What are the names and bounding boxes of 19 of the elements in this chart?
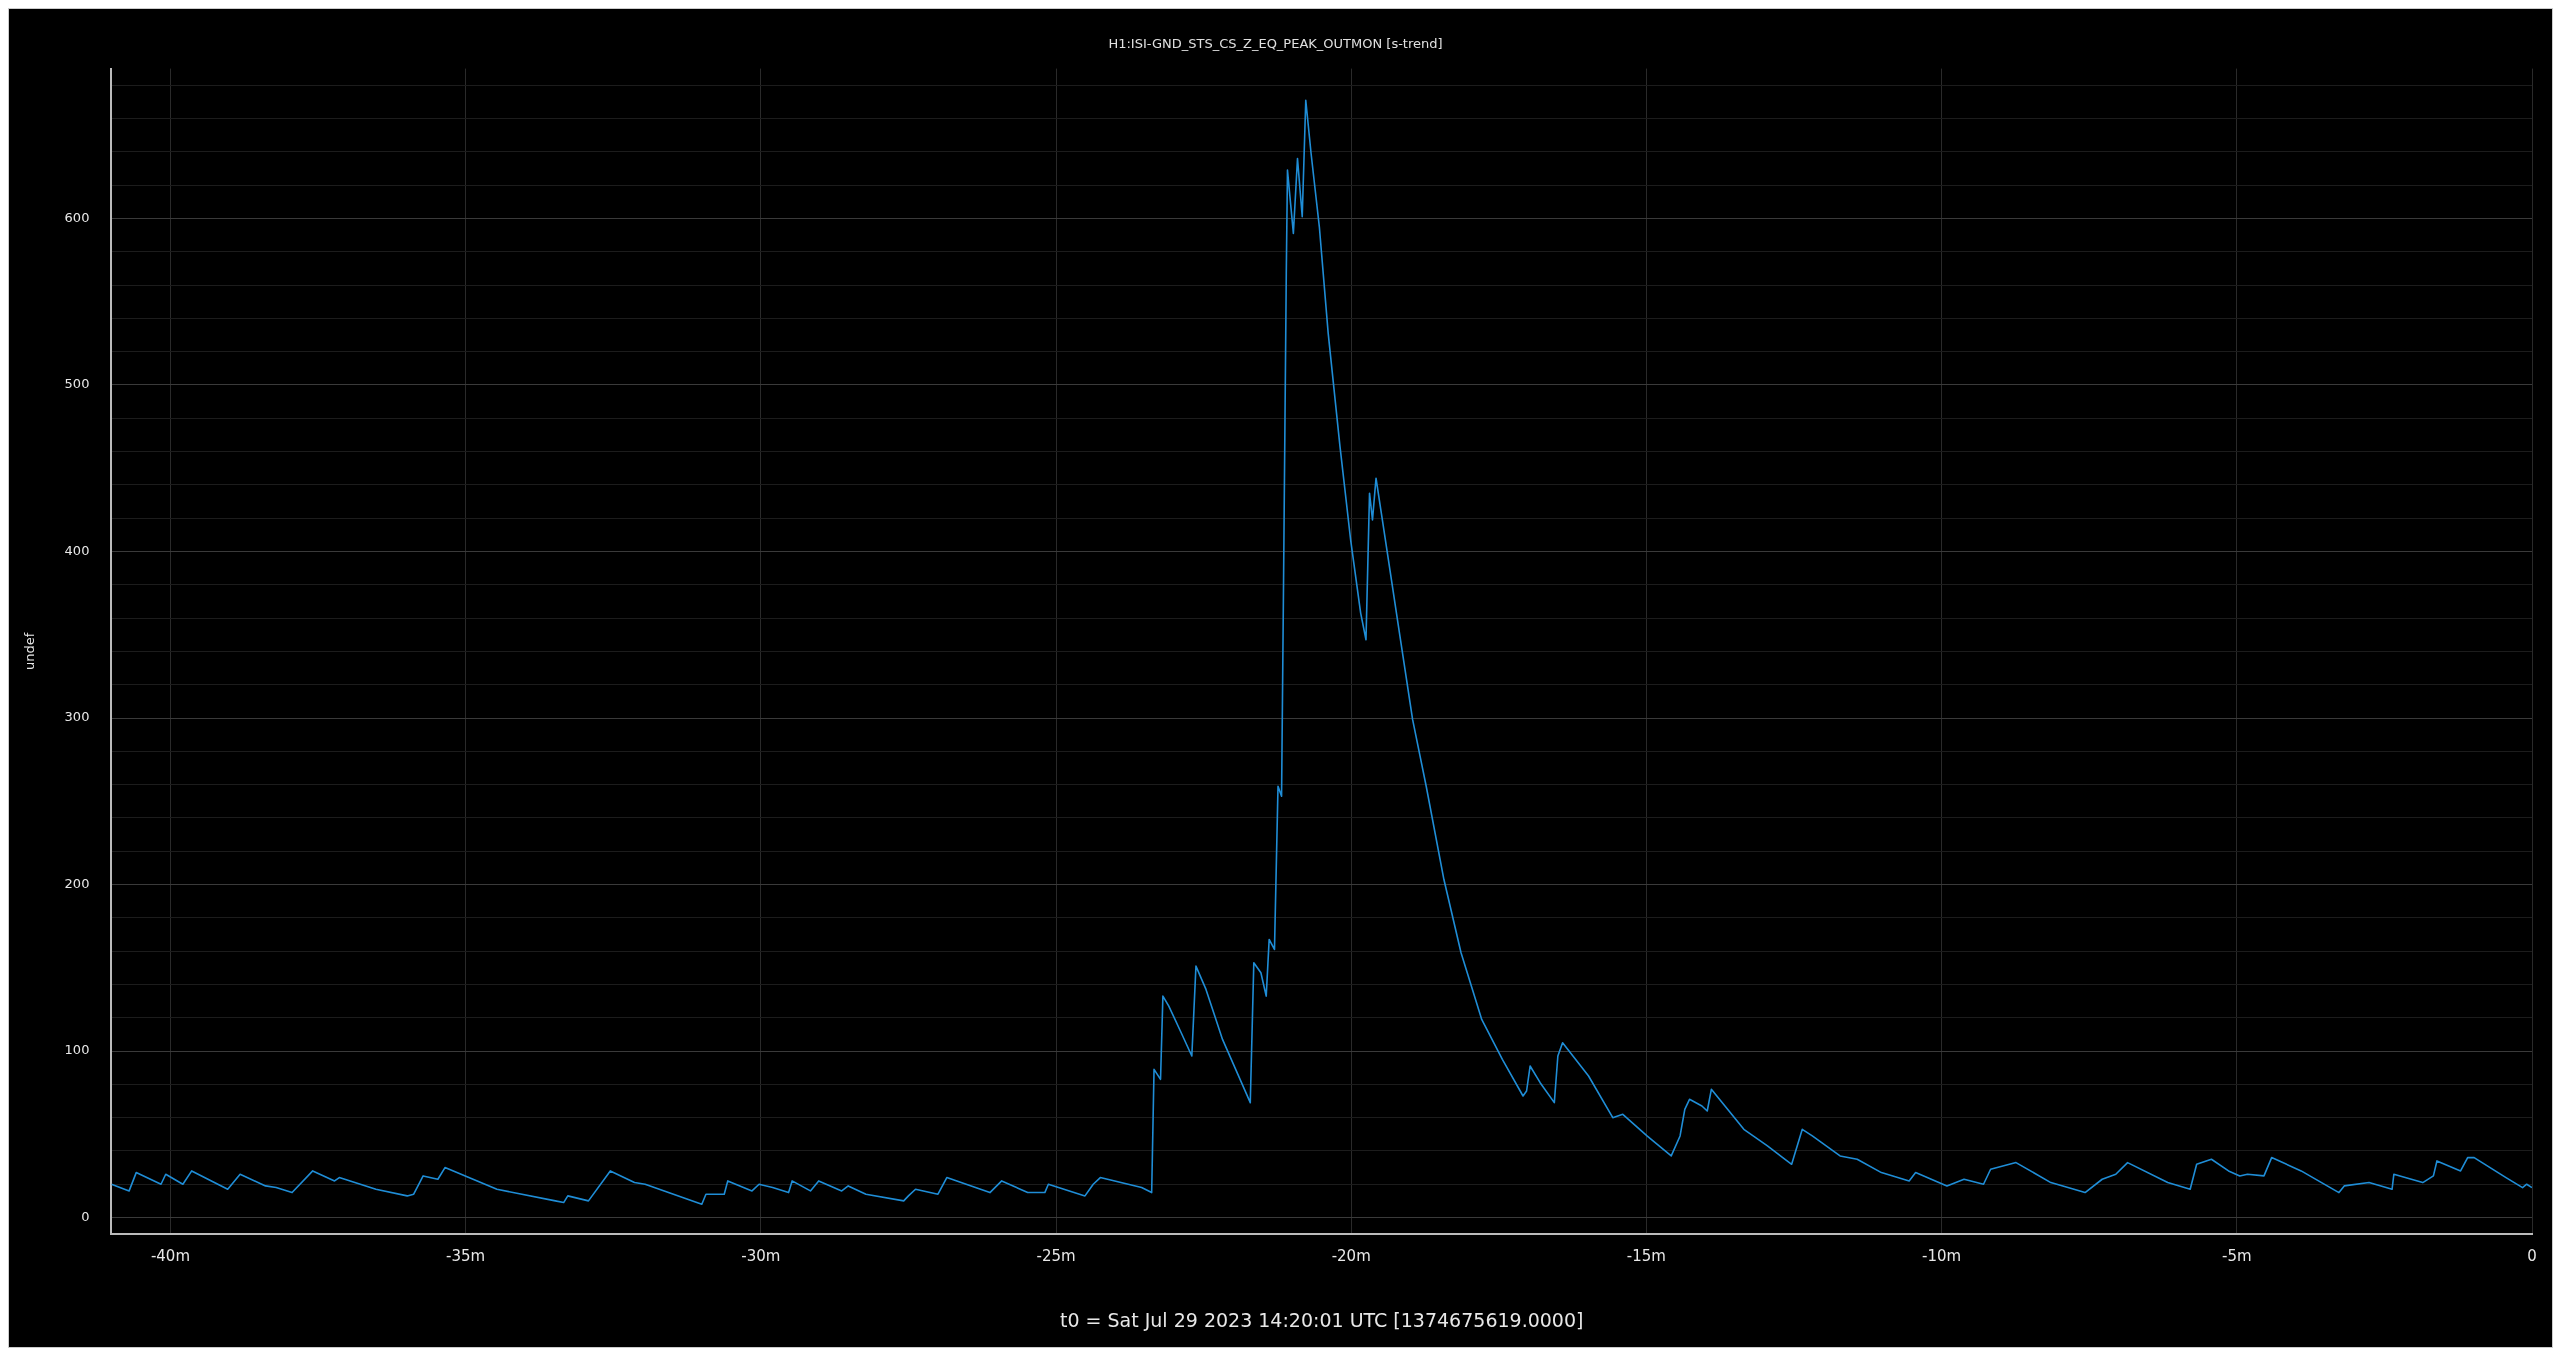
y-tick-label: 200: [64, 875, 90, 891]
x-tick-label: -40m: [150, 1247, 191, 1266]
x-axis-title: t0 = Sat Jul 29 2023 14:20:01 UTC [1374675619.0000]: [1059, 1308, 1584, 1331]
y-tick-label: 0: [81, 1208, 90, 1224]
x-tick-label: -5m: [2222, 1247, 2252, 1266]
chart-title: H1:ISI-GND_STS_CS_Z_EQ_PEAK_OUTMON [s-trend]: [1108, 36, 1443, 52]
y-tick-label: 100: [64, 1042, 90, 1058]
x-tick-label: -30m: [741, 1247, 781, 1266]
x-tick-label: -10m: [1922, 1247, 1962, 1266]
y-axis-title: undef: [22, 632, 38, 671]
y-tick-label: 600: [64, 209, 90, 225]
x-tick-label: -25m: [1036, 1247, 1076, 1266]
x-tick-label: -15m: [1626, 1247, 1666, 1266]
y-tick-label: 300: [64, 709, 90, 725]
y-tick-label: 500: [64, 376, 90, 392]
x-tick-label: -20m: [1331, 1247, 1371, 1266]
y-tick-label: 400: [64, 542, 90, 558]
x-tick-label: -35m: [446, 1247, 486, 1266]
x-tick-label: 0: [2527, 1247, 2537, 1266]
